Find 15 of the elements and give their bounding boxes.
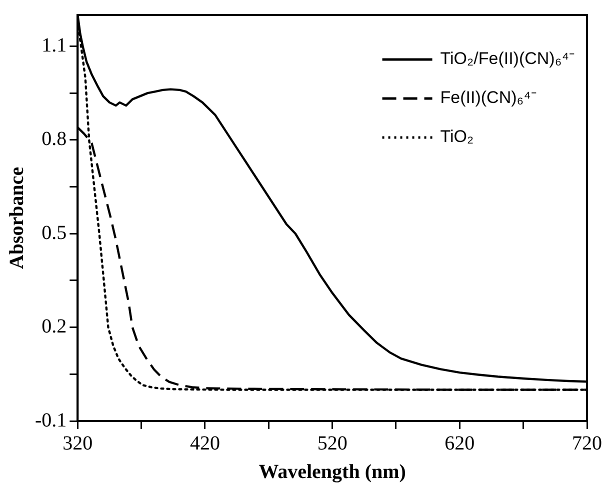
legend-label: TiO₂/Fe(II)(CN)₆⁴⁻ — [440, 49, 576, 68]
x-tick-label: 520 — [317, 432, 348, 454]
x-tick-label: 720 — [572, 432, 602, 454]
y-tick-label: -0.1 — [34, 409, 67, 432]
legend-label: TiO₂ — [440, 127, 474, 146]
y-tick-label: 1.1 — [42, 34, 67, 56]
y-tick-label: 0.5 — [42, 222, 67, 244]
y-axis-title: Absorbance — [6, 166, 28, 270]
y-tick-label: 0.8 — [42, 128, 67, 150]
x-tick-label: 420 — [190, 432, 220, 454]
y-tick-label: 0.2 — [42, 316, 67, 338]
x-tick-label: 620 — [444, 432, 475, 454]
x-axis-title: Wavelength (nm) — [258, 461, 406, 484]
legend-label: Fe(II)(CN)₆⁴⁻ — [440, 88, 537, 108]
x-tick-label: 320 — [62, 432, 93, 454]
